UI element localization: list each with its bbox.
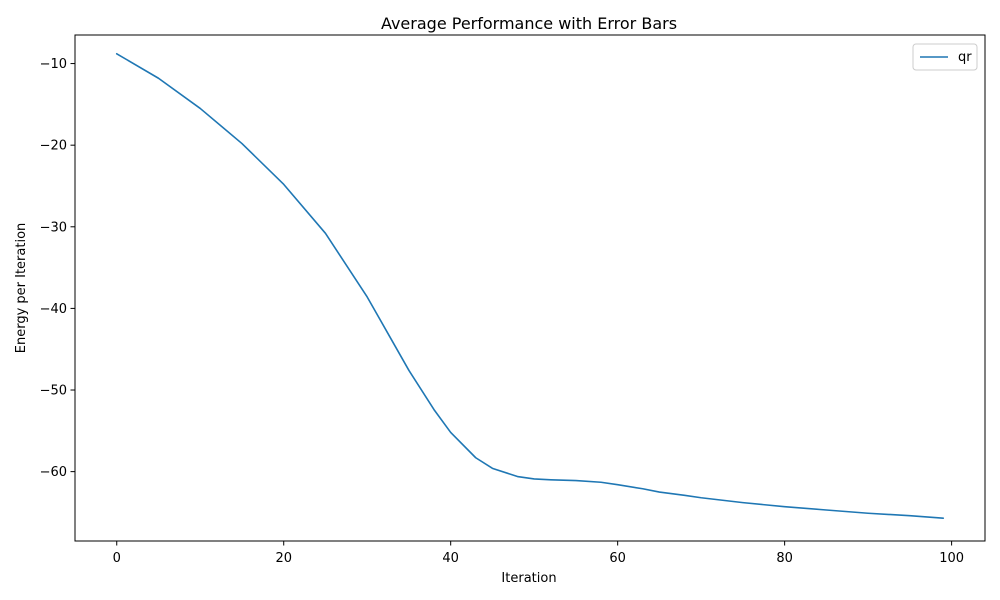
series-layer [115,52,945,519]
y-tick-label: −30 [40,220,67,235]
x-tick-label: 60 [609,551,626,566]
legend-label-qr: qr [958,50,972,65]
chart-title: Average Performance with Error Bars [381,14,677,33]
y-tick-label: −60 [40,465,67,480]
x-axis-label: Iteration [501,571,556,586]
plot-frame [74,34,986,542]
y-axis-ticks: −10 −20 −30 −40 −50 −60 [40,57,75,480]
plot-area [75,35,985,541]
legend: qr [912,43,978,71]
x-tick-label: 20 [275,551,292,566]
y-tick-label: −50 [40,384,67,399]
y-tick-label: −10 [40,57,67,72]
x-tick-label: 40 [442,551,459,566]
y-axis-label: Energy per Iteration [14,223,29,354]
y-tick-label: −40 [40,302,67,317]
x-tick-label: 0 [113,551,121,566]
series-line-qr [115,52,945,519]
x-tick-label: 100 [939,551,964,566]
x-tick-label: 80 [776,551,793,566]
x-axis-ticks: 0 20 40 60 80 100 [113,541,964,566]
y-tick-label: −20 [40,139,67,154]
